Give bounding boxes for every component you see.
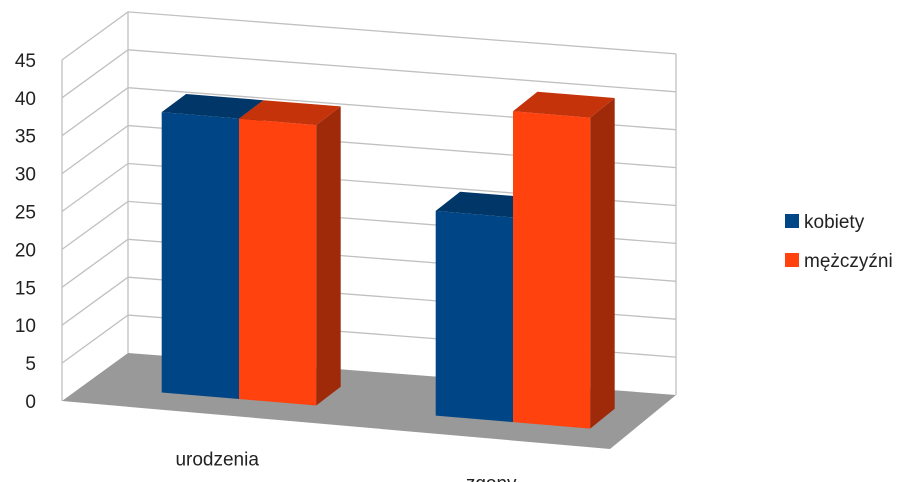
y-tick-label: 40 (15, 89, 36, 110)
bar-mężczyźni-zgony (513, 91, 615, 429)
legend: kobiety mężczyźni (785, 212, 893, 272)
y-tick-label: 35 (15, 127, 36, 148)
legend-label: mężczyźni (804, 251, 893, 272)
bar-front (435, 210, 513, 423)
y-tick-label: 15 (15, 278, 36, 299)
chart-walls (61, 11, 677, 401)
bar-side (316, 106, 341, 406)
legend-swatch (785, 214, 799, 228)
legend-entry-kobiety: kobiety (785, 212, 865, 233)
y-tick-label: 0 (25, 392, 36, 413)
gridline (61, 11, 677, 61)
category-labels: urodzenia zgony (175, 450, 517, 482)
y-tick-label: 45 (15, 51, 36, 72)
bar-top (435, 191, 538, 218)
bar-front (513, 111, 591, 429)
bars (161, 91, 615, 429)
bar-front (161, 112, 239, 399)
category-label: urodzenia (175, 450, 259, 471)
category-label: zgony (466, 474, 517, 482)
legend-label: kobiety (804, 212, 865, 233)
y-tick-label: 10 (15, 316, 36, 337)
y-tick-label: 5 (25, 354, 36, 375)
y-tick-label: 20 (15, 240, 36, 261)
bar-mężczyźni-urodzenia (239, 100, 341, 406)
gridline (61, 49, 677, 99)
bar-top (513, 91, 615, 118)
y-tick-label: 30 (15, 165, 36, 186)
y-tick-label: 25 (15, 203, 36, 224)
bar-side (590, 98, 615, 429)
y-axis-tick-labels: 0 5 10 15 20 25 30 35 40 45 (15, 51, 36, 413)
bar-front (239, 118, 317, 406)
legend-entry-mężczyźni: mężczyźni (785, 251, 893, 272)
legend-swatch (785, 253, 799, 267)
bar-top (239, 100, 341, 126)
bar-top (161, 94, 264, 119)
